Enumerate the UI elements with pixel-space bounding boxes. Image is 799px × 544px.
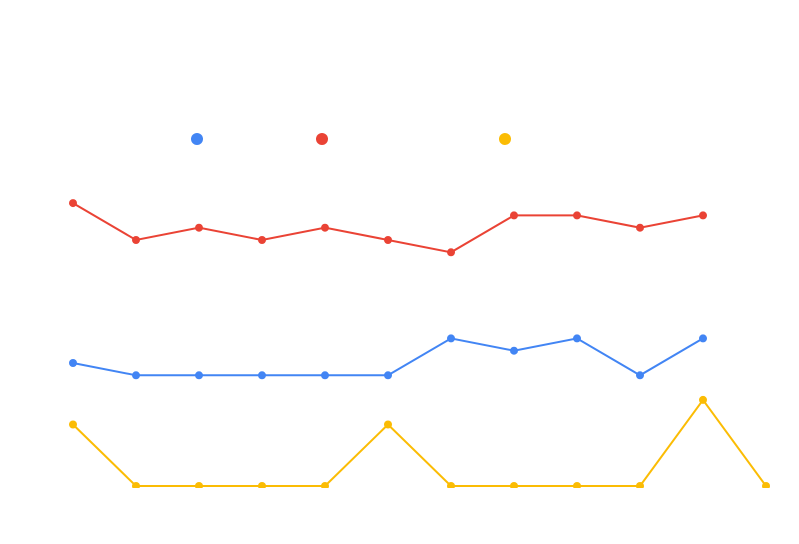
data-point[interactable]: [510, 346, 518, 355]
data-point[interactable]: [447, 482, 455, 490]
data-point[interactable]: [321, 371, 329, 380]
series-3: [69, 395, 770, 490]
data-point[interactable]: [321, 223, 329, 232]
series-layer: [69, 199, 770, 490]
data-point[interactable]: [69, 359, 77, 367]
data-point[interactable]: [636, 223, 644, 232]
data-point[interactable]: [258, 371, 266, 380]
data-point[interactable]: [258, 482, 266, 490]
data-point[interactable]: [447, 334, 455, 343]
series-line-1: [72, 337, 704, 377]
data-point[interactable]: [510, 482, 518, 490]
data-point[interactable]: [132, 236, 140, 244]
data-point[interactable]: [69, 199, 77, 208]
legend: [191, 133, 511, 145]
data-point[interactable]: [699, 395, 707, 404]
data-point[interactable]: [195, 482, 203, 490]
series-line-2: [72, 202, 704, 254]
data-point[interactable]: [699, 334, 707, 343]
data-point[interactable]: [132, 371, 140, 380]
data-point[interactable]: [447, 248, 455, 257]
data-point[interactable]: [195, 371, 203, 380]
legend-marker-series-3[interactable]: [499, 133, 511, 145]
data-point[interactable]: [573, 334, 581, 343]
data-point[interactable]: [258, 236, 266, 244]
legend-marker-series-2[interactable]: [316, 133, 328, 145]
data-point[interactable]: [132, 482, 140, 490]
data-point[interactable]: [636, 371, 644, 380]
series-line-3: [72, 398, 767, 487]
data-point[interactable]: [573, 482, 581, 490]
data-point[interactable]: [69, 420, 77, 429]
data-point[interactable]: [510, 211, 518, 220]
series-2: [69, 199, 707, 257]
legend-marker-series-1[interactable]: [191, 133, 203, 145]
data-point[interactable]: [384, 371, 392, 380]
data-point[interactable]: [573, 211, 581, 220]
data-point[interactable]: [636, 482, 644, 490]
data-point[interactable]: [195, 223, 203, 232]
data-point[interactable]: [699, 211, 707, 220]
data-point[interactable]: [321, 482, 329, 490]
series-1: [69, 334, 707, 380]
data-point[interactable]: [762, 482, 770, 490]
data-point[interactable]: [384, 236, 392, 244]
data-point[interactable]: [384, 420, 392, 429]
